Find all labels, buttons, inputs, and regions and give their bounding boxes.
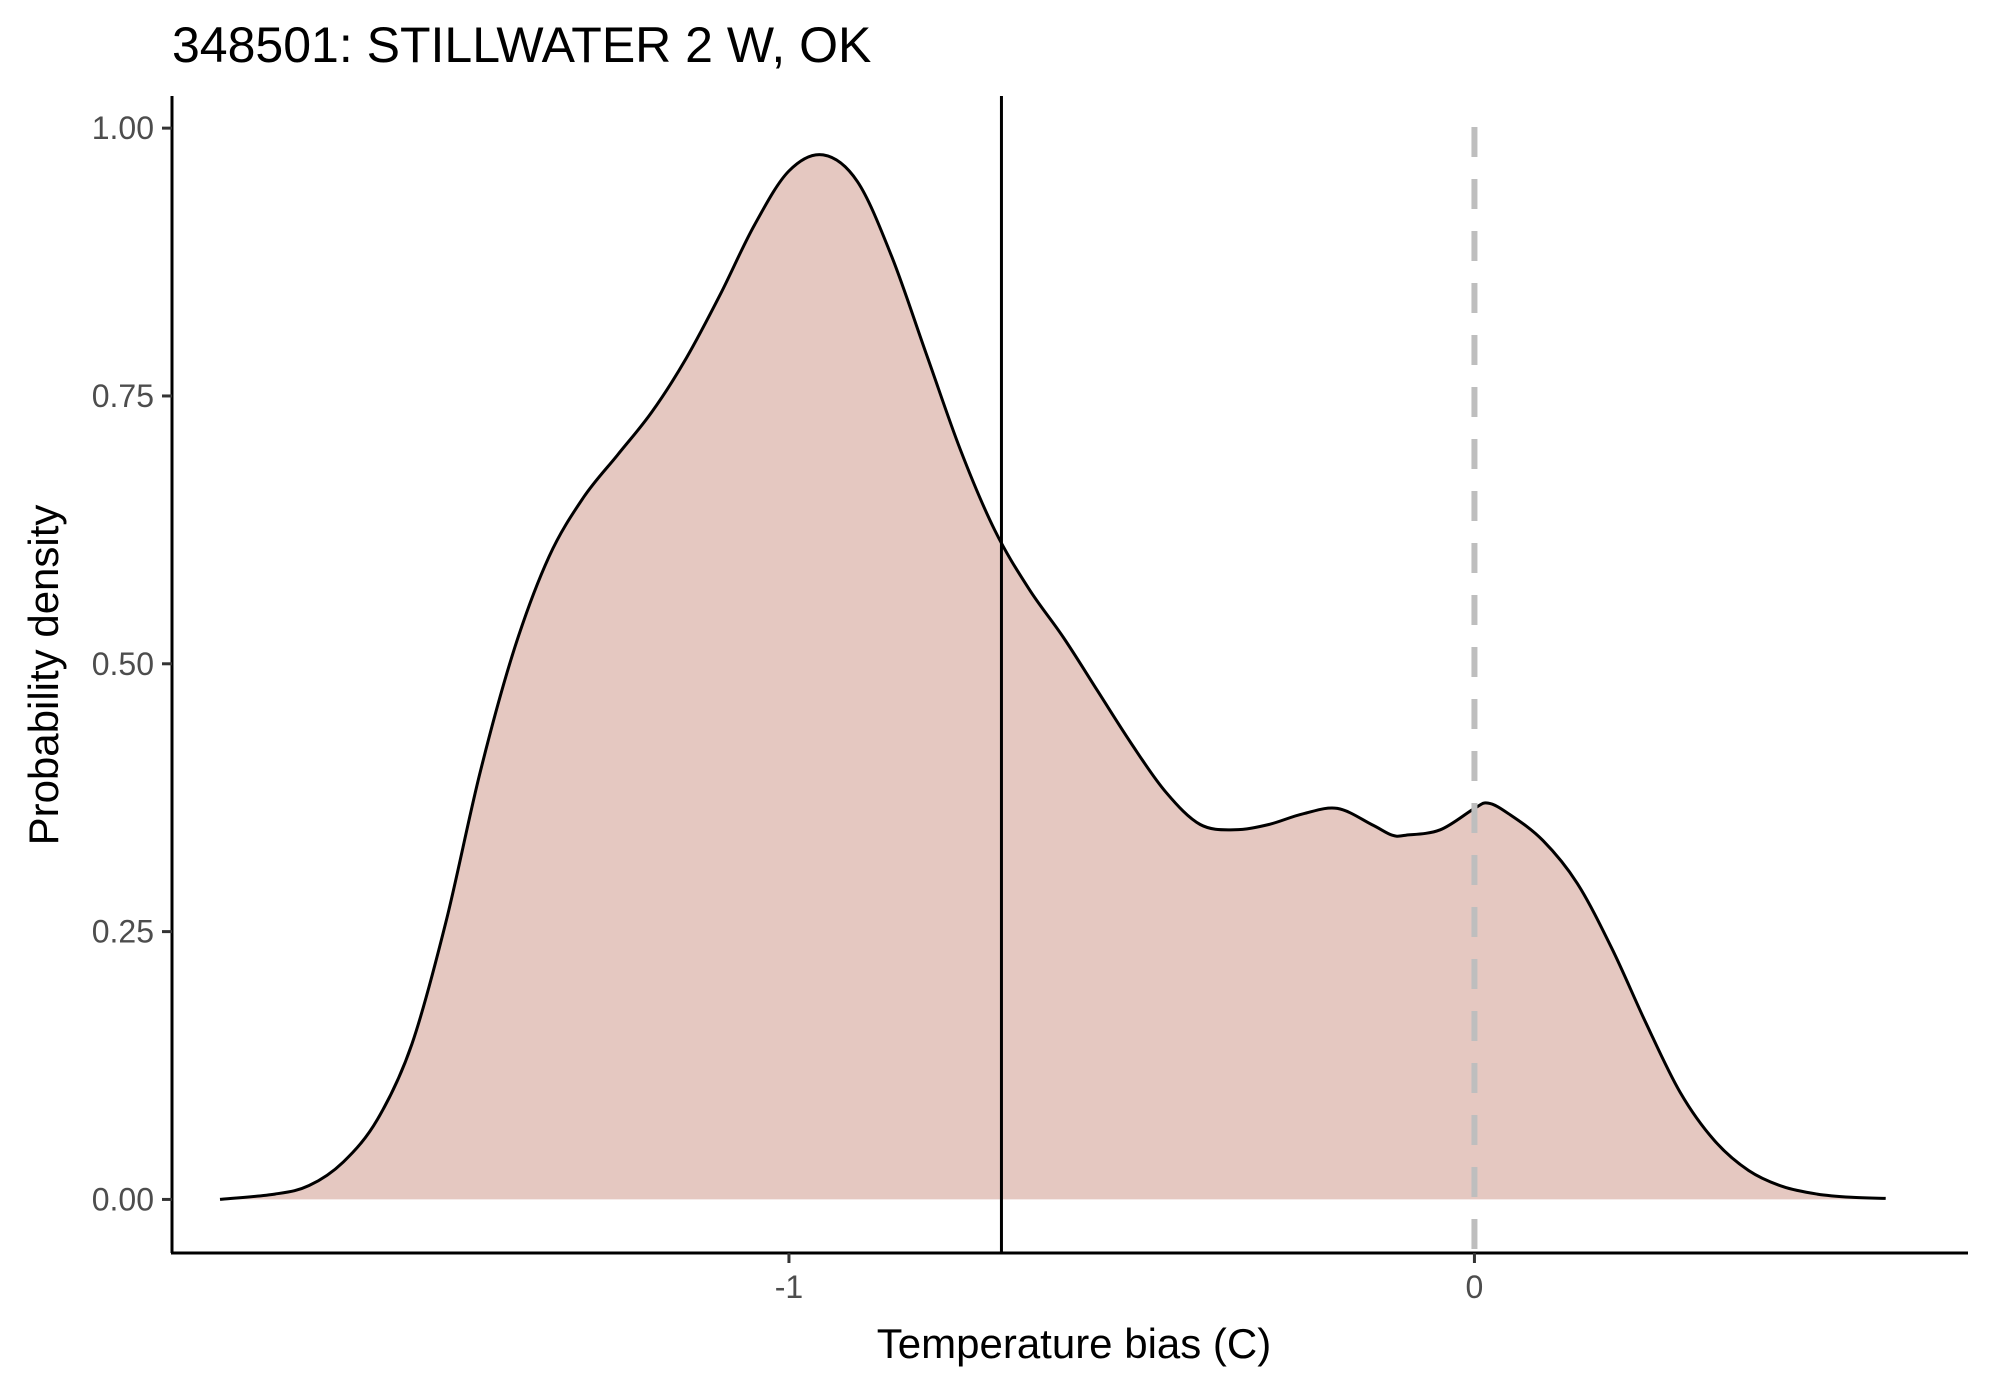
density-curve	[219, 153, 1886, 1201]
x-tick-label: -1	[775, 1269, 803, 1305]
y-tick-label: 0.25	[92, 914, 154, 950]
x-tick-label: 0	[1466, 1269, 1484, 1305]
y-tick-label: 0.00	[92, 1181, 154, 1217]
density-layer	[219, 153, 1886, 1201]
y-axis-label: Probability density	[20, 505, 67, 846]
x-ticks: -1 0	[775, 1253, 1484, 1305]
y-ticks: 0.00 0.25 0.50 0.75 1.00	[92, 110, 172, 1217]
y-tick-label: 0.50	[92, 646, 154, 682]
axes: 0.00 0.25 0.50 0.75 1.00 -1 0	[92, 96, 1968, 1305]
y-tick-label: 0.75	[92, 378, 154, 414]
chart-title: 348501: STILLWATER 2 W, OK	[172, 17, 871, 73]
reference-lines	[999, 96, 1478, 1253]
density-area	[220, 154, 1886, 1200]
y-tick-label: 1.00	[92, 110, 154, 146]
x-axis-label: Temperature bias (C)	[877, 1320, 1271, 1367]
